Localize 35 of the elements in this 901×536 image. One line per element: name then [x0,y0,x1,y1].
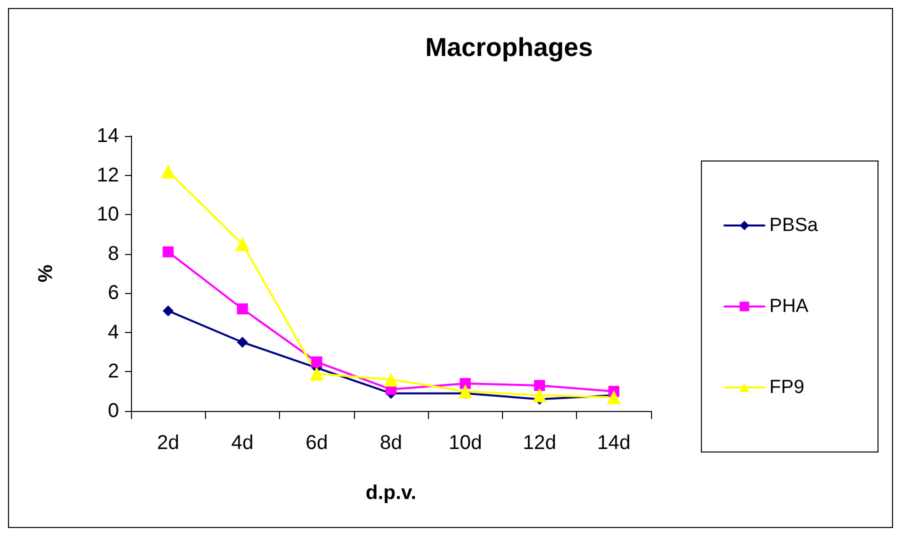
x-tick-label: 4d [231,432,254,454]
x-tick-label: 2d [157,432,180,454]
point [162,305,174,316]
x-tick-label: 12d [522,432,556,454]
y-tick-label: 4 [108,321,119,344]
point [162,246,174,258]
point [311,356,322,368]
y-tick-label: 12 [96,164,119,186]
y-tick-label: 6 [108,282,119,304]
point [460,378,471,389]
x-axis-title: d.p.v. [366,482,416,504]
y-tick-label: 14 [96,125,119,147]
x-tick-label: 6d [306,432,328,454]
point [384,372,398,387]
x-tick-label: 10d [448,432,482,454]
point [606,390,621,404]
y-tick-label: 2 [108,360,119,383]
point [310,366,324,381]
point [161,164,176,178]
x-tick-label: 8d [380,432,402,454]
chart-title: Macrophages [425,32,593,62]
legend-label: FP9 [769,377,804,398]
point [236,336,248,348]
legend-label: PHA [769,296,809,317]
y-tick-label: 8 [108,242,119,265]
point [532,388,547,402]
y-tick-label: 10 [96,204,119,226]
point [236,303,248,314]
point [235,237,250,252]
x-tick-label: 14d [597,432,631,454]
y-tick-label: 0 [108,400,119,422]
legend-label: PBSa [769,215,818,236]
y-axis-title: % [35,264,57,282]
point [534,380,546,391]
point [458,384,472,398]
